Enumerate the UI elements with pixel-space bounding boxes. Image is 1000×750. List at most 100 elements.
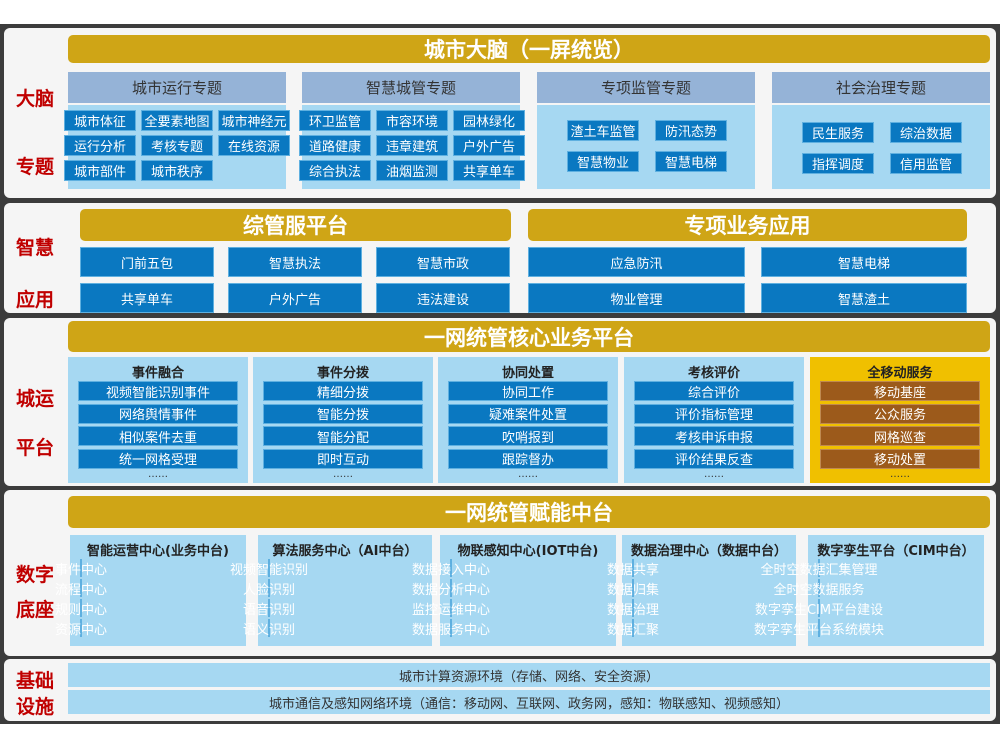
ops-item[interactable]: 评价结果反查 (634, 448, 794, 469)
platform-item[interactable]: 监控运维中心 (412, 599, 490, 618)
platform-item[interactable]: 数字孪生平台系统模块 (754, 619, 884, 638)
ops-item[interactable]: 疑难案件处置 (448, 403, 608, 424)
topic-item[interactable]: 综治数据 (890, 122, 962, 143)
platform-column: 算法服务中心（AI中台） 视频智能识别 人脸识别 语音识别 语义识别 (230, 535, 432, 646)
section-label: 应用 (15, 289, 54, 311)
section-label: 大脑 (15, 88, 54, 110)
platform-item[interactable]: 流程中心 (55, 579, 107, 598)
topic-item[interactable]: 智慧物业 (567, 151, 639, 172)
ops-item[interactable]: 移动基座 (820, 381, 980, 401)
app-item[interactable]: 智慧执法 (228, 247, 362, 277)
ops-item[interactable]: 网络舆情事件 (78, 403, 238, 424)
app-item[interactable]: 应急防汛 (528, 247, 745, 277)
topic-item[interactable]: 智慧电梯 (655, 151, 727, 172)
ops-item[interactable]: 移动处置 (820, 448, 980, 469)
ops-item[interactable]: 吹哨报到 (448, 426, 608, 446)
platform-item[interactable]: 数据接入中心 (412, 559, 490, 578)
topic-item[interactable]: 渣土车监管 (567, 120, 639, 141)
topic-item[interactable]: 在线资源 (218, 135, 290, 156)
column-title: 全移动服务 (867, 366, 933, 381)
topic-item[interactable]: 共享单车 (453, 160, 525, 181)
app-item[interactable]: 共享单车 (80, 283, 214, 313)
topic-item[interactable]: 城市神经元 (218, 110, 290, 131)
topic-item[interactable]: 运行分析 (64, 135, 136, 156)
app-item[interactable]: 物业管理 (528, 283, 745, 313)
topic-item[interactable]: 信用监管 (890, 153, 962, 174)
ops-column: 事件融合 视频智能识别事件 网络舆情事件 相似案件去重 统一网格受理…… (68, 357, 248, 483)
app-item[interactable]: 门前五包 (80, 247, 214, 277)
app-item[interactable]: 违法建设 (376, 283, 510, 313)
platform-item[interactable]: 数据汇聚 (607, 619, 659, 638)
topic-item[interactable]: 城市体征 (64, 110, 136, 131)
column-title: 数字孪生平台（CIM中台） (817, 544, 975, 559)
category-box (537, 105, 755, 189)
topic-item[interactable]: 市容环境 (376, 110, 448, 131)
section-title: 专项业务应用 (528, 209, 967, 241)
platform-item[interactable]: 人脸识别 (243, 579, 295, 598)
category-header: 城市运行专题 (68, 72, 286, 103)
topic-item[interactable]: 城市部件 (64, 160, 136, 181)
platform-item[interactable]: 数据分析中心 (412, 579, 490, 598)
section-label: 设施 (15, 696, 54, 718)
ops-item[interactable]: 跟踪督办 (448, 448, 608, 469)
more-ellipsis: …… (333, 469, 353, 480)
topic-item[interactable]: 城市秩序 (141, 160, 213, 181)
ops-item[interactable]: 统一网格受理 (78, 448, 238, 469)
topic-item[interactable]: 民生服务 (802, 122, 874, 143)
app-item[interactable]: 智慧电梯 (761, 247, 967, 277)
platform-item[interactable]: 语音识别 (243, 599, 295, 618)
ops-item[interactable]: 考核申诉申报 (634, 426, 794, 446)
ops-item[interactable]: 评价指标管理 (634, 403, 794, 424)
topic-item[interactable]: 考核专题 (141, 135, 213, 156)
platform-column: 数据治理中心（数据中台） 数据共享 数据归集 数据治理 数据汇聚 (607, 535, 796, 646)
category-box (772, 105, 990, 189)
platform-item[interactable]: 数据治理 (607, 599, 659, 618)
section-label: 基础 (15, 670, 54, 692)
platform-item[interactable]: 语义识别 (243, 619, 295, 638)
section-label: 底座 (15, 599, 54, 621)
platform-item[interactable]: 数据归集 (607, 579, 659, 598)
topic-item[interactable]: 园林绿化 (453, 110, 525, 131)
ops-item[interactable]: 网格巡查 (820, 426, 980, 446)
ops-item[interactable]: 综合评价 (634, 381, 794, 401)
app-item[interactable]: 智慧渣土 (761, 283, 967, 313)
platform-item[interactable]: 视频智能识别 (230, 559, 308, 578)
topic-item[interactable]: 综合执法 (299, 160, 371, 181)
platform-item[interactable]: 数据服务中心 (412, 619, 490, 638)
ops-item[interactable]: 相似案件去重 (78, 426, 238, 446)
platform-item[interactable]: 事件中心 (55, 559, 107, 578)
ops-item[interactable]: 智能分配 (263, 426, 423, 446)
ops-item[interactable]: 协同工作 (448, 381, 608, 401)
topic-item[interactable]: 油烟监测 (376, 160, 448, 181)
topic-item[interactable]: 道路健康 (299, 135, 371, 156)
topic-item[interactable]: 指挥调度 (802, 153, 874, 174)
topic-item[interactable]: 户外广告 (453, 135, 525, 156)
topic-item[interactable]: 环卫监管 (299, 110, 371, 131)
ops-item[interactable]: 精细分拨 (263, 381, 423, 401)
ops-column: 事件分拨 精细分拨 智能分拨 智能分配 即时互动…… (253, 357, 433, 483)
ops-column: 全移动服务 移动基座 公众服务 网格巡查 移动处置…… (810, 357, 990, 483)
column-title: 数据治理中心（数据中台） (630, 544, 787, 559)
ops-item[interactable]: 即时互动 (263, 448, 423, 469)
topic-item[interactable]: 防汛态势 (655, 120, 727, 141)
platform-item[interactable]: 数据共享 (607, 559, 659, 578)
platform-item[interactable]: 数字孪生CIM平台建设 (755, 599, 883, 618)
platform-item[interactable]: 规则中心 (55, 599, 107, 618)
topic-item[interactable]: 违章建筑 (376, 135, 448, 156)
section-label: 数字 (15, 564, 54, 586)
ops-item[interactable]: 智能分拨 (263, 403, 423, 424)
section-title: 城市大脑（一屏统览） (68, 35, 990, 63)
app-item[interactable]: 户外广告 (228, 283, 362, 313)
more-ellipsis: …… (704, 469, 724, 480)
column-title: 事件融合 (131, 366, 184, 381)
category-header: 智慧城管专题 (302, 72, 520, 103)
platform-item[interactable]: 全时空数据服务 (774, 579, 865, 598)
platform-item[interactable]: 全时空数据汇集管理 (761, 559, 878, 578)
topic-item[interactable]: 全要素地图 (141, 110, 213, 131)
app-item[interactable]: 智慧市政 (376, 247, 510, 277)
ops-item[interactable]: 公众服务 (820, 403, 980, 424)
section-label: 专题 (15, 156, 54, 178)
section-title: 一网统管核心业务平台 (68, 321, 990, 352)
platform-item[interactable]: 资源中心 (55, 619, 107, 638)
ops-item[interactable]: 视频智能识别事件 (78, 381, 238, 401)
